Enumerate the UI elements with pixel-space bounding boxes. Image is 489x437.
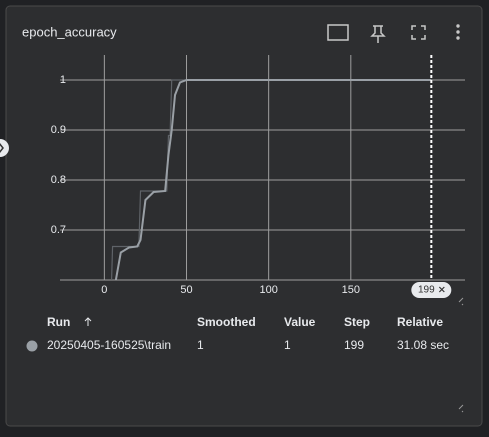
column-header: Smoothed [197,315,256,329]
table-cell: 199 [344,338,364,352]
table-cell: 1 [197,338,204,352]
series-line [114,79,432,280]
y-tick-label: 0.9 [51,124,66,136]
sort-arrow[interactable] [84,317,92,326]
step-marker-label: 199 [418,285,435,296]
pin-icon[interactable] [370,25,386,43]
run-color [26,340,38,352]
card [5,5,483,427]
step-marker-chip [411,282,452,298]
collapse-button[interactable] [0,139,9,157]
fit-icon[interactable] [327,24,349,41]
lines [110,79,432,280]
table-cell: 31.08 sec [397,338,449,352]
column-header: Step [344,315,370,329]
y-tick-label: 1 [60,74,66,86]
resize-handle [458,297,464,306]
x-tick-label: 0 [101,284,107,296]
toolbar [327,24,426,43]
column-header: Relative [397,315,443,329]
y-tick-label: 0.8 [51,174,66,186]
x-tick-label: 50 [180,284,192,296]
plot: 0.7 0.8 0.9 1 0 50 100 150 199 [51,55,465,298]
table-cell: 1 [284,338,291,352]
y-tick-label: 0.7 [51,224,66,236]
menu-icon[interactable] [456,24,460,40]
step-marker-close[interactable] [438,286,445,293]
resize-handle [458,404,464,413]
column-header: Value [284,315,316,329]
x-tick-label: 150 [342,284,360,296]
x-tick-label: 100 [259,284,277,296]
card-title: epoch_accuracy [22,24,117,39]
fullscreen-icon[interactable] [411,25,426,40]
column-header: Run [47,315,70,329]
table-cell: 20250405-160525\train [47,338,171,352]
collapse-arrow [0,143,4,153]
